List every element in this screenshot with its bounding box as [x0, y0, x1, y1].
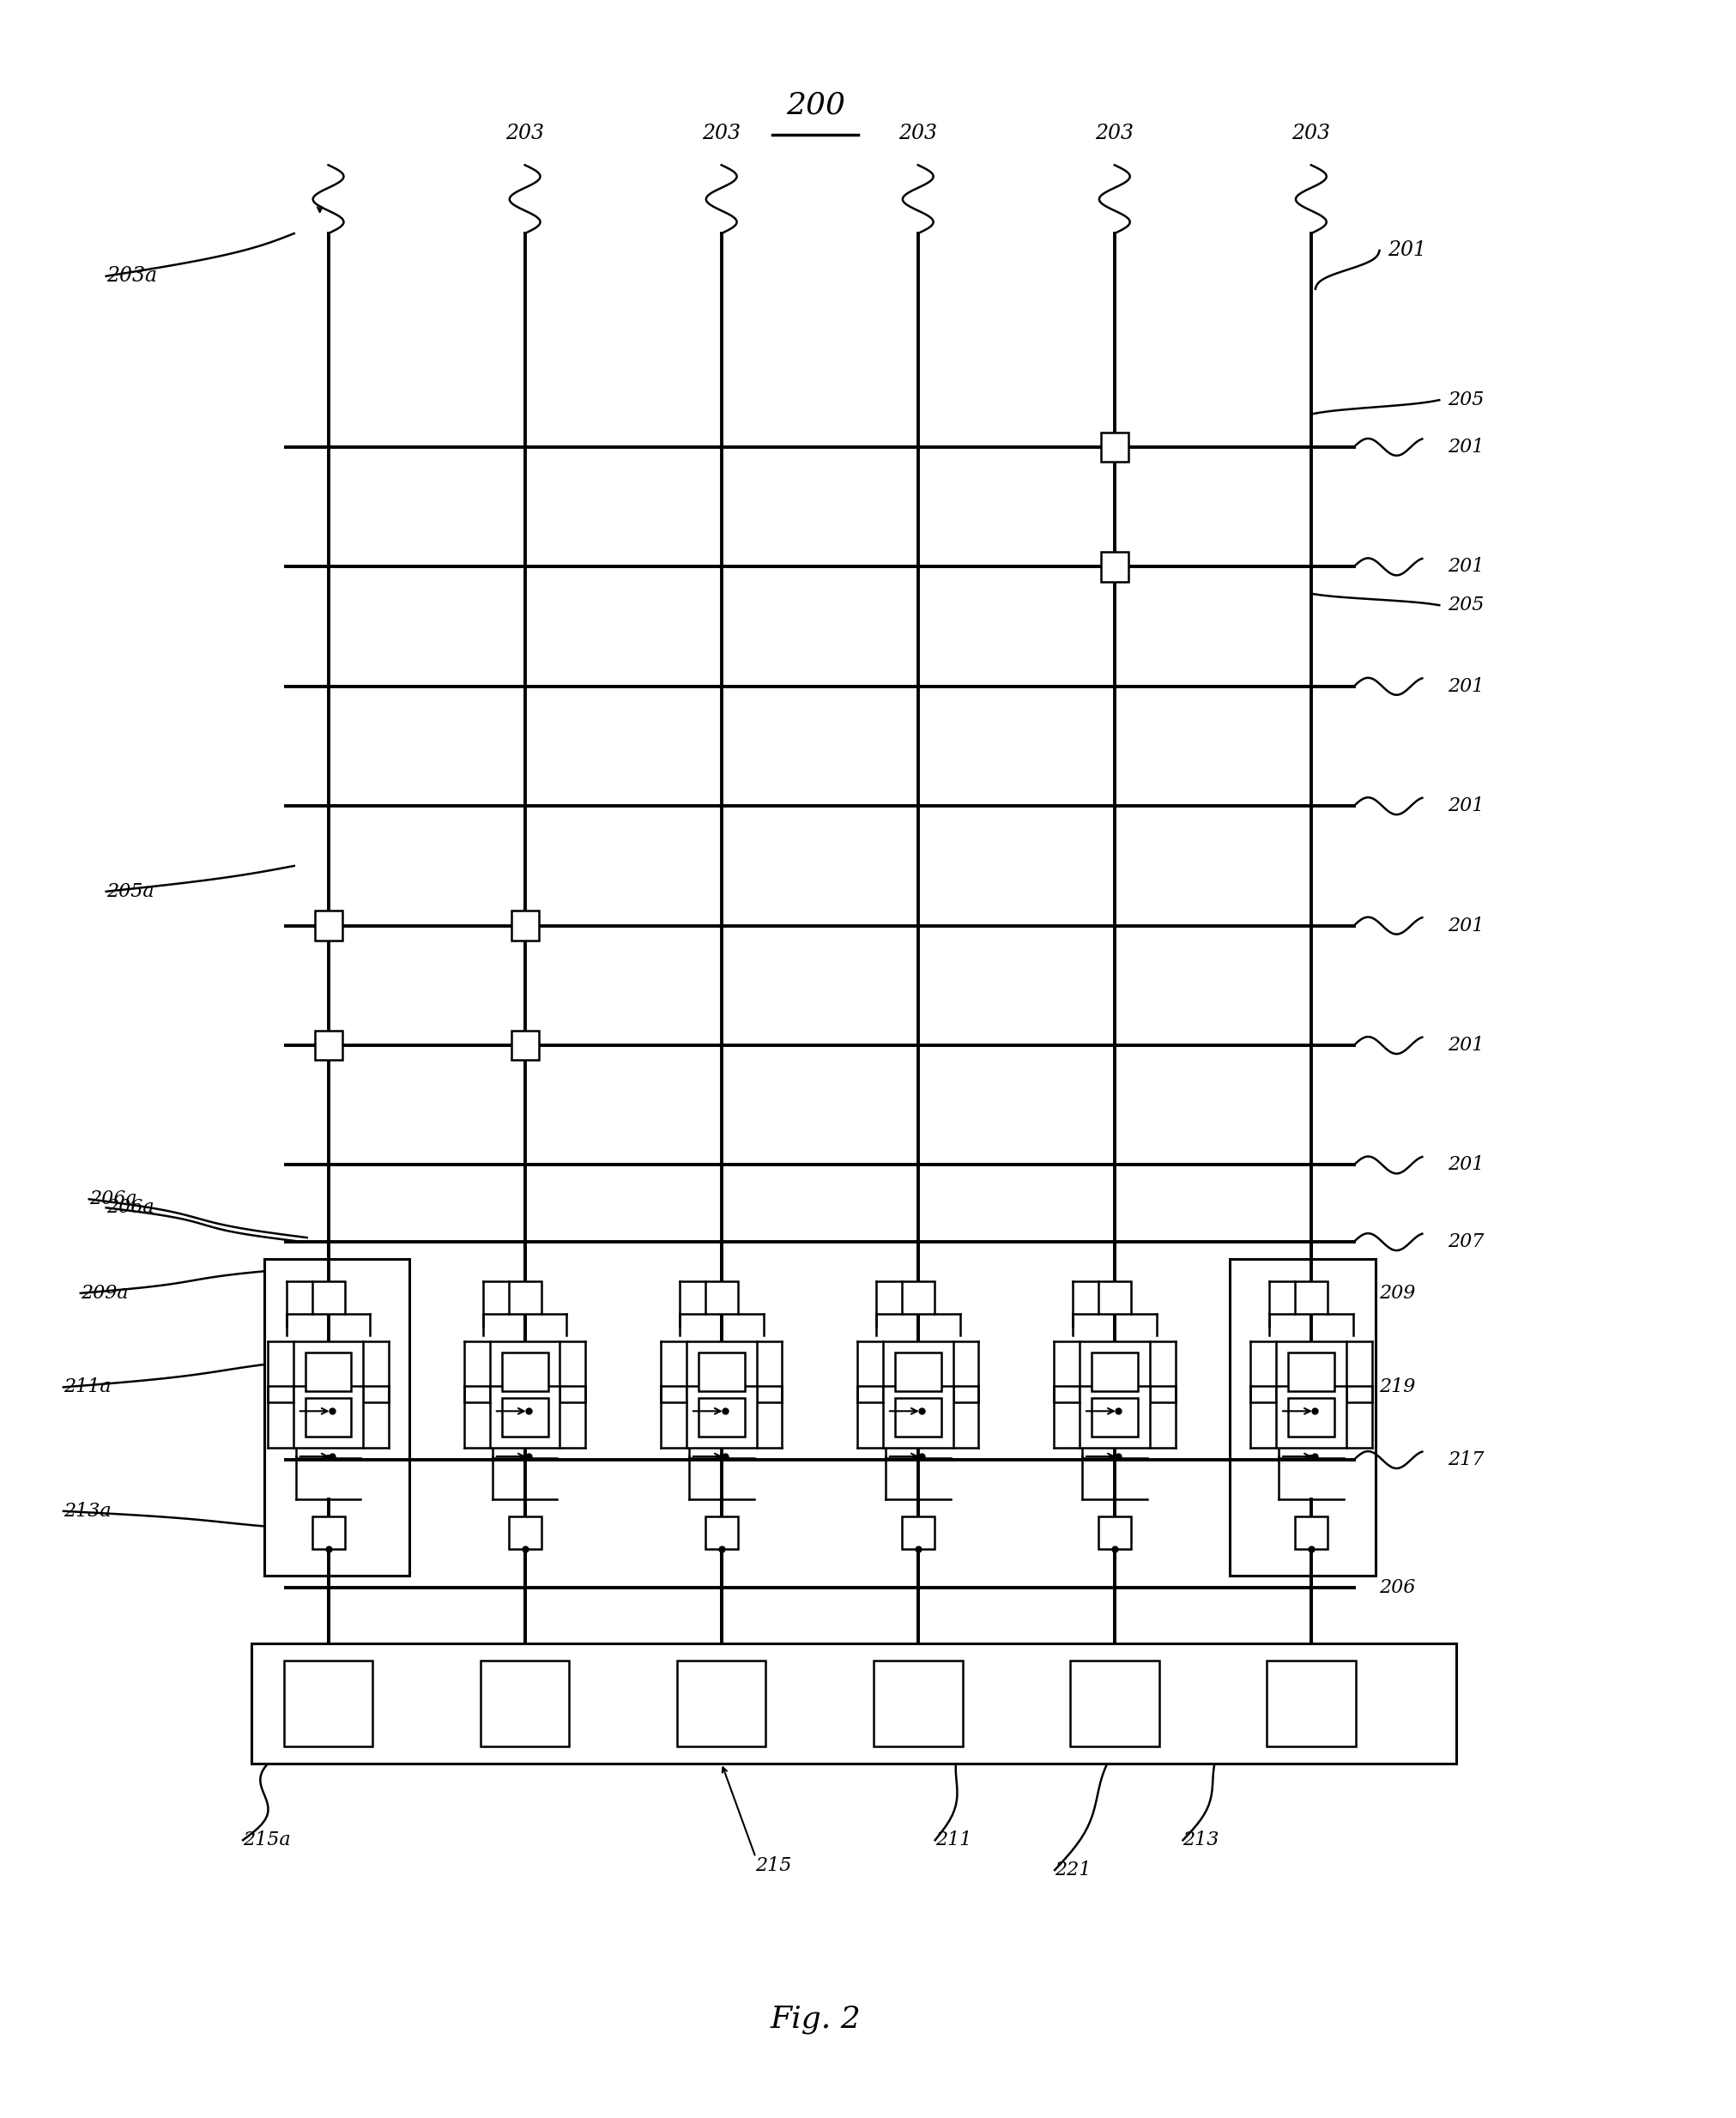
Text: 207: 207	[1448, 1233, 1484, 1252]
Bar	[314, 911, 342, 940]
Text: 203: 203	[505, 125, 543, 144]
Bar	[1080, 1341, 1149, 1402]
Text: 201: 201	[1448, 678, 1484, 697]
Bar	[293, 1387, 363, 1449]
Text: 206a: 206a	[89, 1190, 137, 1209]
Bar	[1295, 1281, 1328, 1313]
Text: 213a: 213a	[64, 1502, 111, 1521]
Text: 201: 201	[1448, 1156, 1484, 1173]
Bar	[293, 1341, 363, 1402]
Text: 201: 201	[1448, 796, 1484, 815]
Bar	[314, 1029, 342, 1061]
Bar	[510, 1029, 538, 1061]
Bar	[509, 1516, 542, 1548]
Text: 201: 201	[1389, 241, 1427, 261]
Bar	[1288, 1398, 1335, 1436]
Bar	[705, 1516, 738, 1548]
Bar	[1295, 1516, 1328, 1548]
Bar	[705, 1281, 738, 1313]
Text: 213: 213	[1182, 1830, 1219, 1849]
Text: 211: 211	[936, 1830, 972, 1849]
Bar	[1092, 1353, 1137, 1392]
Bar	[1101, 432, 1128, 462]
Text: 200: 200	[786, 91, 845, 121]
Text: 211a: 211a	[64, 1377, 111, 1396]
Bar	[312, 1516, 344, 1548]
Text: 215: 215	[755, 1855, 792, 1874]
Bar	[285, 1661, 373, 1745]
Text: 201: 201	[1448, 917, 1484, 936]
Text: 201: 201	[1448, 1036, 1484, 1055]
Bar	[252, 1644, 1457, 1762]
Bar	[1229, 1258, 1375, 1576]
Text: 215a: 215a	[243, 1830, 290, 1849]
Bar	[1099, 1281, 1130, 1313]
Text: 203a: 203a	[106, 267, 156, 286]
Text: 209: 209	[1380, 1284, 1417, 1303]
Bar	[481, 1661, 569, 1745]
Bar	[1080, 1387, 1149, 1449]
Bar	[1069, 1661, 1160, 1745]
Bar	[686, 1341, 757, 1402]
Text: 201: 201	[1448, 438, 1484, 457]
Bar	[1101, 553, 1128, 582]
Text: 203: 203	[899, 125, 937, 144]
Text: 205: 205	[1448, 390, 1484, 409]
Text: 203: 203	[1095, 125, 1134, 144]
Text: 205a: 205a	[106, 881, 155, 900]
Bar	[884, 1341, 953, 1402]
Bar	[698, 1398, 745, 1436]
Bar	[312, 1281, 344, 1313]
Bar	[686, 1387, 757, 1449]
Text: 203: 203	[1292, 125, 1330, 144]
Bar	[502, 1353, 549, 1392]
Bar	[1099, 1516, 1130, 1548]
Bar	[510, 911, 538, 940]
Bar	[490, 1341, 561, 1402]
Bar	[509, 1281, 542, 1313]
Bar	[1276, 1341, 1345, 1402]
Text: 203: 203	[701, 125, 741, 144]
Bar	[1267, 1661, 1356, 1745]
Bar	[698, 1353, 745, 1392]
Bar	[873, 1661, 962, 1745]
Text: 206: 206	[1380, 1578, 1417, 1597]
Text: 205: 205	[1448, 595, 1484, 614]
Text: 206a: 206a	[106, 1199, 155, 1218]
Bar	[490, 1387, 561, 1449]
Bar	[884, 1387, 953, 1449]
Bar	[1288, 1353, 1335, 1392]
Bar	[896, 1353, 941, 1392]
Bar	[306, 1398, 351, 1436]
Text: 209a: 209a	[80, 1284, 128, 1303]
Bar	[1276, 1387, 1345, 1449]
Bar	[901, 1516, 934, 1548]
Text: 217: 217	[1448, 1451, 1484, 1470]
Bar	[896, 1398, 941, 1436]
Bar	[677, 1661, 766, 1745]
Text: 221: 221	[1055, 1860, 1092, 1879]
Bar	[901, 1281, 934, 1313]
Text: 201: 201	[1448, 557, 1484, 576]
Bar	[264, 1258, 410, 1576]
Text: Fig. 2: Fig. 2	[771, 2006, 861, 2033]
Text: 219: 219	[1380, 1377, 1417, 1396]
Bar	[1092, 1398, 1137, 1436]
Bar	[502, 1398, 549, 1436]
Bar	[306, 1353, 351, 1392]
